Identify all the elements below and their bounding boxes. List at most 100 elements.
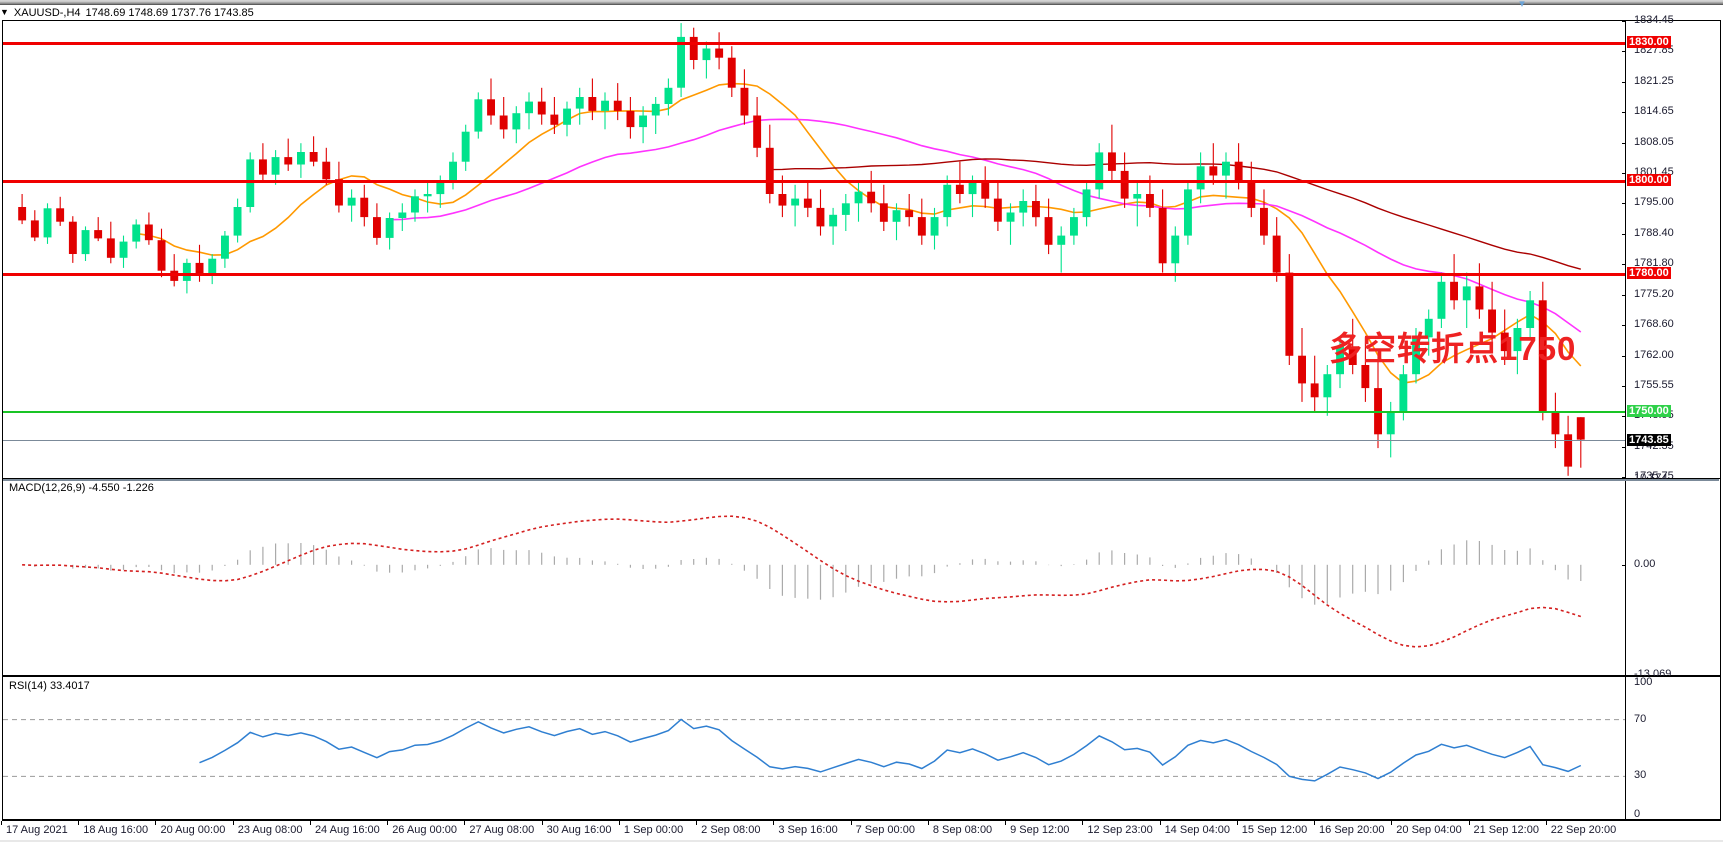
time-axis-label: 26 Aug 00:00 bbox=[392, 824, 458, 836]
time-axis-label: 2 Sep 08:00 bbox=[701, 824, 761, 836]
level-line-1743.85[interactable] bbox=[3, 439, 1625, 441]
time-axis[interactable]: 17 Aug 2021 18 Aug 16:00 20 Aug 00:00 23 Au… bbox=[1, 820, 1721, 840]
rsi-title: RSI(14) 33.4017 bbox=[9, 680, 90, 692]
price-axis-tick bbox=[1622, 173, 1626, 175]
macd-axis-label: 10.174 bbox=[1634, 472, 1668, 484]
macd-axis-tick bbox=[1622, 564, 1626, 566]
window-toolbar bbox=[0, 0, 1723, 5]
time-axis-tick bbox=[1005, 821, 1007, 825]
time-axis-tick bbox=[155, 821, 157, 825]
price-axis-tick bbox=[1622, 416, 1626, 417]
price-tag-1780.00[interactable]: 1780.00 bbox=[1627, 266, 1671, 279]
rsi-plot-area[interactable] bbox=[3, 677, 1625, 819]
macd-plot-area[interactable] bbox=[3, 479, 1625, 675]
price-pane[interactable]: 多空转折点1750 1830.00 1800.00 1780.00 1750.00 17… bbox=[2, 15, 1721, 482]
macd-axis-label: 0.00 bbox=[1634, 557, 1656, 570]
price-axis-label: 1781.80 bbox=[1634, 257, 1674, 270]
price-axis-label: 1768.60 bbox=[1634, 318, 1674, 331]
time-axis-label: 15 Sep 12:00 bbox=[1241, 824, 1308, 836]
time-axis-tick bbox=[1, 821, 2, 825]
symbol-header: ▼ XAUUSD-,H4 1748.69 1748.69 1737.76 174… bbox=[0, 6, 600, 20]
time-axis-label: 20 Aug 00:00 bbox=[160, 824, 226, 836]
price-tag-1830.00[interactable]: 1830.00 bbox=[1627, 35, 1671, 48]
price-axis-tick bbox=[1622, 325, 1626, 327]
chevron-down-icon[interactable]: ▾ bbox=[1519, 0, 1525, 10]
time-axis-label: 20 Sep 04:00 bbox=[1396, 824, 1462, 836]
price-axis-tick bbox=[1622, 446, 1626, 448]
time-axis-label: 27 Aug 08:00 bbox=[469, 824, 535, 836]
time-axis-tick bbox=[1236, 821, 1238, 825]
price-axis-label: 1814.65 bbox=[1634, 105, 1674, 118]
pane-divider[interactable] bbox=[3, 479, 1719, 481]
time-axis-tick bbox=[773, 821, 775, 825]
level-line-1750.00[interactable] bbox=[3, 411, 1625, 414]
time-axis-tick bbox=[309, 821, 311, 825]
price-axis-tick bbox=[1622, 264, 1626, 266]
price-axis-tick bbox=[1622, 51, 1626, 53]
price-axis-tick bbox=[1622, 385, 1626, 387]
price-axis-label: 1827.85 bbox=[1634, 44, 1674, 57]
caret-down-icon[interactable]: ▼ bbox=[0, 6, 9, 17]
price-axis-label: 1821.25 bbox=[1634, 74, 1674, 87]
price-plot-area[interactable]: 多空转折点1750 bbox=[3, 21, 1625, 478]
time-axis-tick bbox=[387, 821, 389, 825]
time-axis-tick bbox=[927, 821, 929, 825]
time-axis-label: 17 Aug 2021 bbox=[6, 824, 68, 836]
price-axis[interactable]: 1830.00 1800.00 1780.00 1750.00 1743.85 1834.… bbox=[1622, 15, 1720, 482]
price-axis-tick bbox=[1622, 203, 1626, 205]
time-axis-label: 30 Aug 16:00 bbox=[546, 824, 612, 836]
price-axis-label: 1788.40 bbox=[1634, 226, 1674, 239]
time-axis-tick bbox=[1391, 821, 1393, 825]
time-axis-tick bbox=[541, 821, 543, 825]
price-axis-tick bbox=[1622, 142, 1626, 144]
price-axis-label: 1775.20 bbox=[1634, 287, 1674, 300]
rsi-axis[interactable]: 100 70 30 0 bbox=[1625, 677, 1720, 820]
level-line-1780.00[interactable] bbox=[3, 272, 1625, 276]
time-axis-tick bbox=[78, 821, 80, 825]
price-axis-label: 1834.45 bbox=[1634, 14, 1674, 26]
price-axis-label: 1801.45 bbox=[1634, 166, 1674, 179]
time-axis-tick bbox=[232, 821, 234, 825]
macd-title: MACD(12,26,9) -4.550 -1.226 bbox=[9, 482, 154, 494]
macd-axis[interactable]: 10.174 0.00 -13.069 bbox=[1622, 473, 1720, 680]
time-axis-label: 1 Sep 00:00 bbox=[623, 824, 684, 836]
chart-annotation[interactable]: 多空转折点1750 bbox=[1329, 329, 1577, 367]
price-axis-label: 1762.00 bbox=[1634, 348, 1674, 361]
time-axis-tick bbox=[464, 821, 466, 825]
time-axis-label: 24 Aug 16:00 bbox=[314, 824, 380, 836]
time-axis-tick bbox=[1159, 821, 1161, 825]
time-axis-tick bbox=[1468, 821, 1470, 825]
time-axis-tick bbox=[696, 821, 698, 825]
symbol-ohlc: 1748.69 1748.69 1737.76 1743.85 bbox=[85, 7, 254, 19]
rsi-axis-label: 30 bbox=[1634, 769, 1647, 782]
price-tag-1743.85[interactable]: 1743.85 bbox=[1627, 433, 1671, 446]
rsi-axis-label: 0 bbox=[1634, 808, 1641, 820]
ma-line-1 bbox=[389, 118, 1582, 333]
time-axis-tick bbox=[850, 821, 852, 825]
price-axis-tick bbox=[1622, 233, 1626, 235]
macd-pane[interactable]: MACD(12,26,9) -4.550 -1.226 10.174 0.00 -1… bbox=[2, 473, 1721, 680]
price-axis-tick bbox=[1622, 294, 1626, 296]
time-axis-label: 22 Sep 20:00 bbox=[1550, 824, 1617, 836]
price-axis-label: 1808.05 bbox=[1634, 135, 1674, 148]
price-tag-1750.00[interactable]: 1750.00 bbox=[1627, 405, 1671, 418]
rsi-pane[interactable]: RSI(14) 33.4017 100 70 30 0 bbox=[2, 676, 1721, 820]
window-bottom-edge bbox=[0, 840, 1723, 842]
time-axis-tick bbox=[618, 821, 620, 825]
time-axis-label: 7 Sep 00:00 bbox=[855, 824, 915, 836]
time-axis-label: 23 Aug 08:00 bbox=[237, 824, 303, 836]
price-axis-tick bbox=[1622, 355, 1626, 357]
ma-line-2 bbox=[769, 158, 1581, 270]
time-axis-label: 16 Sep 20:00 bbox=[1319, 824, 1385, 836]
time-axis-label: 14 Sep 04:00 bbox=[1164, 824, 1231, 836]
time-axis-label: 9 Sep 12:00 bbox=[1010, 824, 1070, 836]
level-line-1800.00[interactable] bbox=[3, 180, 1625, 184]
time-axis-label: 8 Sep 08:00 bbox=[932, 824, 993, 836]
price-axis-tick bbox=[1622, 21, 1626, 22]
price-tag-1800.00[interactable]: 1800.00 bbox=[1627, 174, 1671, 187]
time-axis-label: 12 Sep 23:00 bbox=[1087, 824, 1153, 836]
time-axis-label: 3 Sep 16:00 bbox=[778, 824, 838, 836]
price-axis-label: 1795.00 bbox=[1634, 196, 1674, 209]
level-line-1830.00[interactable] bbox=[3, 41, 1625, 45]
